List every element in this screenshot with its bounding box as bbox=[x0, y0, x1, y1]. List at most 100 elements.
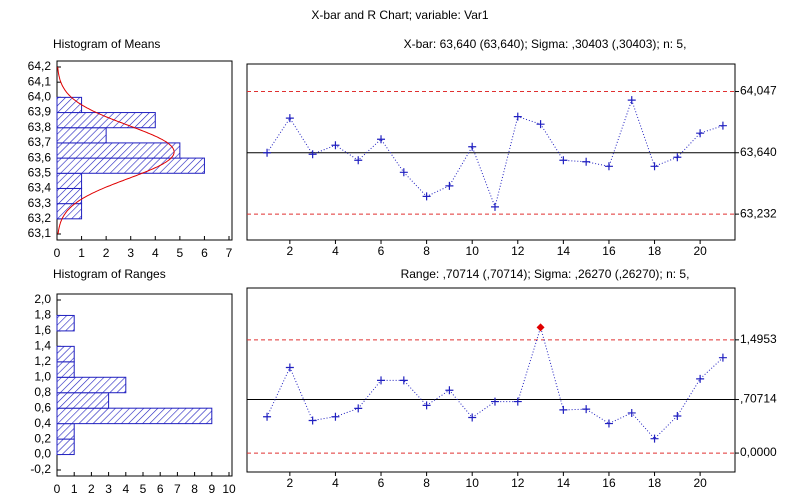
point-marker bbox=[673, 411, 682, 420]
y-tick-label: 1,4 bbox=[34, 339, 51, 353]
panel-title: Histogram of Ranges bbox=[53, 267, 166, 281]
y-tick-label: 64,0 bbox=[28, 90, 52, 104]
x-tick-label: 4 bbox=[152, 246, 159, 260]
point-marker bbox=[490, 202, 499, 211]
point-marker bbox=[650, 162, 659, 171]
histogram-bar bbox=[56, 376, 127, 394]
histogram-bar bbox=[56, 407, 213, 425]
y-tick-label: 63,9 bbox=[28, 105, 52, 119]
point-marker bbox=[354, 404, 363, 413]
point-marker bbox=[308, 150, 317, 159]
x-tick-label: 5 bbox=[177, 246, 184, 260]
y-tick-label: 63,640 bbox=[740, 145, 777, 159]
point-marker bbox=[377, 376, 386, 385]
chart-title: X-bar and R Chart; variable: Var1 bbox=[311, 8, 489, 22]
point-marker bbox=[718, 353, 727, 362]
x-tick-label: 16 bbox=[602, 476, 616, 490]
y-tick-label: 1,2 bbox=[34, 354, 51, 368]
point-marker bbox=[513, 397, 522, 406]
x-tick-label: 3 bbox=[127, 246, 134, 260]
point-marker bbox=[331, 412, 340, 421]
x-tick-label: 14 bbox=[557, 476, 571, 490]
x-tick-label: 0 bbox=[54, 482, 61, 496]
y-tick-label: 63,3 bbox=[28, 196, 52, 210]
point-marker bbox=[445, 386, 454, 395]
x-tick-label: 6 bbox=[378, 244, 385, 258]
y-tick-label: 63,4 bbox=[28, 181, 52, 195]
plot-frame bbox=[246, 287, 736, 473]
y-tick-label: -0,2 bbox=[30, 462, 51, 476]
histogram-bar bbox=[56, 142, 181, 159]
x-tick-label: 8 bbox=[423, 476, 430, 490]
y-tick-label: 64,047 bbox=[740, 84, 777, 98]
point-marker bbox=[468, 413, 477, 422]
x-tick-label: 12 bbox=[511, 244, 525, 258]
point-marker bbox=[650, 434, 659, 443]
point-marker bbox=[263, 148, 272, 157]
x-tick-label: 6 bbox=[157, 482, 164, 496]
y-tick-label: 64,2 bbox=[28, 59, 52, 73]
x-tick-label: 5 bbox=[140, 482, 147, 496]
histogram-bar bbox=[56, 361, 75, 378]
x-tick-label: 7 bbox=[226, 246, 233, 260]
x-tick-label: 8 bbox=[191, 482, 198, 496]
point-marker bbox=[627, 96, 636, 105]
point-marker bbox=[559, 405, 568, 414]
panel-title: Histogram of Means bbox=[53, 37, 160, 51]
point-marker bbox=[399, 376, 408, 385]
x-tick-label: 3 bbox=[105, 482, 112, 496]
point-marker bbox=[308, 416, 317, 425]
y-tick-label: 63,1 bbox=[28, 226, 52, 240]
y-tick-label: 1,6 bbox=[34, 323, 51, 337]
histogram-bar bbox=[56, 203, 83, 220]
x-tick-label: 2 bbox=[287, 244, 294, 258]
y-tick-label: 63,8 bbox=[28, 120, 52, 134]
y-tick-label: 1,0 bbox=[34, 369, 51, 383]
histogram-bar bbox=[56, 392, 110, 409]
point-marker bbox=[559, 156, 568, 165]
point-marker bbox=[377, 135, 386, 144]
histogram-bar bbox=[56, 438, 75, 456]
point-marker bbox=[422, 401, 431, 410]
histogram-bar bbox=[56, 127, 107, 144]
plot-frame bbox=[246, 63, 736, 241]
y-tick-label: 63,7 bbox=[28, 135, 52, 149]
x-tick-label: 12 bbox=[511, 476, 525, 490]
x-tick-label: 16 bbox=[602, 244, 616, 258]
histogram-bar bbox=[56, 345, 75, 363]
histogram-bar bbox=[56, 172, 83, 189]
x-tick-label: 10 bbox=[222, 482, 236, 496]
x-tick-label: 0 bbox=[54, 246, 61, 260]
y-tick-label: 63,6 bbox=[28, 150, 52, 164]
point-marker bbox=[422, 192, 431, 201]
histogram-bar bbox=[56, 423, 75, 440]
series-line bbox=[266, 98, 724, 209]
series-line bbox=[266, 325, 724, 440]
x-tick-label: 9 bbox=[208, 482, 215, 496]
y-tick-label: 0,0 bbox=[34, 447, 51, 461]
point-marker bbox=[490, 397, 499, 406]
x-tick-label: 7 bbox=[174, 482, 181, 496]
histogram-bar bbox=[56, 157, 205, 174]
x-tick-label: 10 bbox=[466, 244, 480, 258]
x-tick-label: 4 bbox=[122, 482, 129, 496]
point-marker bbox=[582, 157, 591, 166]
x-tick-label: 18 bbox=[648, 244, 662, 258]
point-marker bbox=[718, 121, 727, 130]
x-tick-label: 14 bbox=[557, 244, 571, 258]
histogram-bar bbox=[56, 314, 75, 332]
point-marker bbox=[673, 153, 682, 162]
point-marker bbox=[263, 412, 272, 421]
x-tick-label: 2 bbox=[103, 246, 110, 260]
x-tick-label: 2 bbox=[88, 482, 95, 496]
y-tick-label: 64,1 bbox=[28, 74, 52, 88]
out-of-control-point bbox=[536, 323, 545, 332]
point-marker bbox=[604, 419, 613, 428]
histogram-bar bbox=[56, 96, 83, 114]
x-tick-label: 1 bbox=[78, 246, 85, 260]
x-tick-label: 6 bbox=[201, 246, 208, 260]
y-tick-label: ,70714 bbox=[740, 392, 777, 406]
point-marker bbox=[536, 120, 545, 129]
y-tick-label: 0,2 bbox=[34, 431, 51, 445]
point-marker bbox=[696, 374, 705, 383]
